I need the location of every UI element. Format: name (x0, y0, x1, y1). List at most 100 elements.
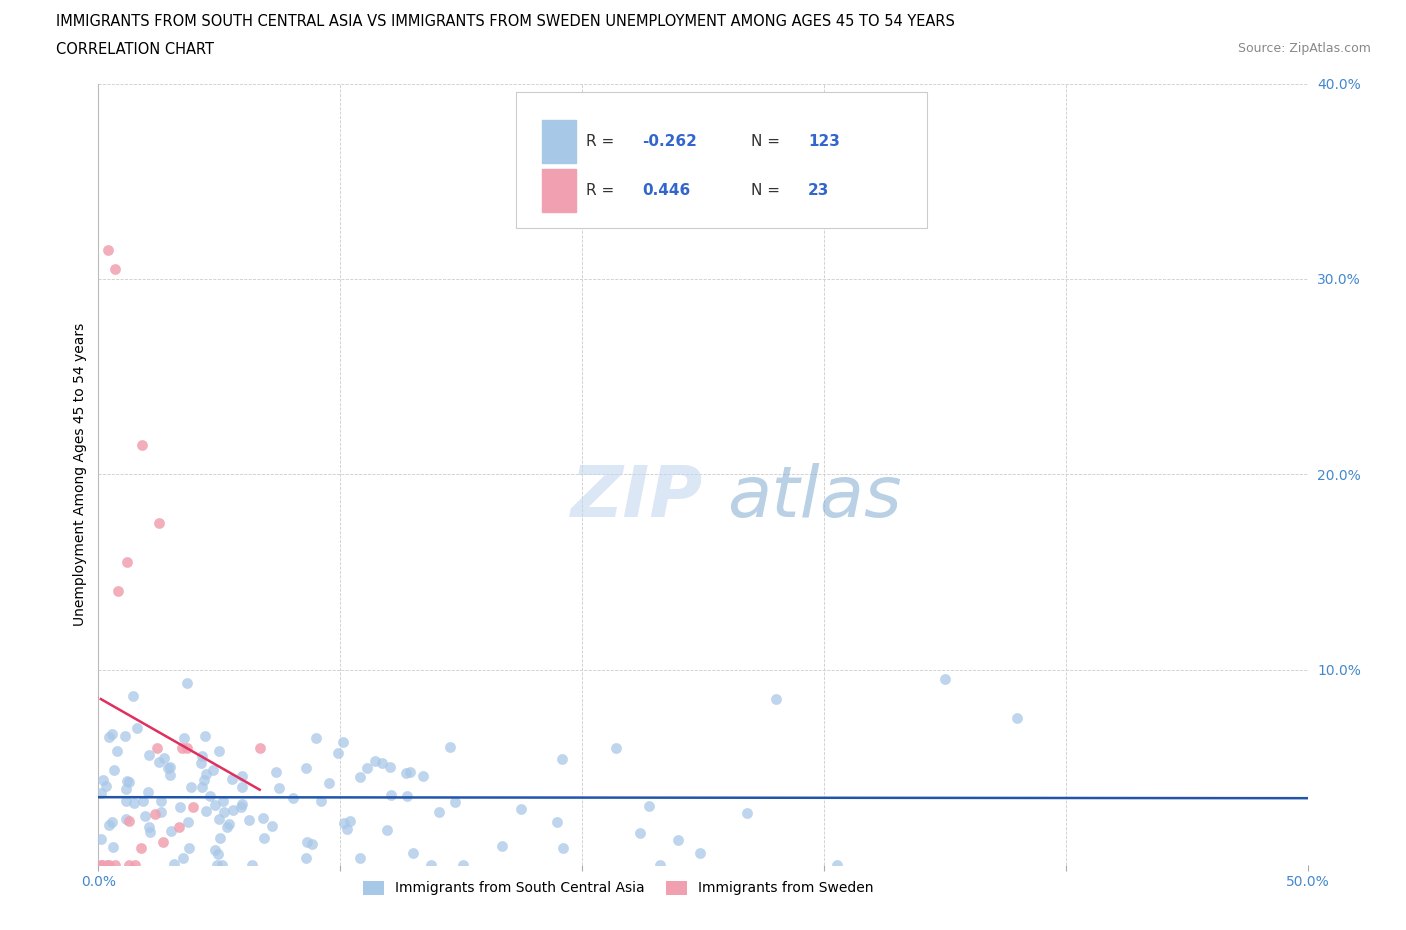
Point (169, 799, 191, 814)
Point (156, 761, 179, 776)
Point (118, 814, 141, 829)
Point (194, 728, 217, 743)
Point (637, 799, 659, 814)
Text: 123: 123 (808, 134, 839, 149)
Point (231, 780, 253, 795)
Point (134, 809, 156, 824)
Point (96, 857, 118, 872)
Point (97, 857, 120, 872)
Point (295, 834, 318, 849)
Point (295, 760, 318, 775)
Point (97, 243, 120, 258)
Point (136, 785, 159, 800)
Point (399, 764, 422, 779)
Point (332, 735, 354, 750)
Point (177, 815, 200, 830)
Bar (543, 168, 576, 212)
Point (149, 804, 172, 819)
Point (395, 765, 418, 780)
Point (202, 763, 225, 777)
Point (264, 764, 287, 779)
Point (131, 437, 153, 452)
Text: Source: ZipAtlas.com: Source: ZipAtlas.com (1237, 42, 1371, 55)
Text: atlas: atlas (727, 463, 901, 532)
Point (668, 832, 690, 847)
Point (336, 821, 359, 836)
Text: R =: R = (586, 182, 619, 198)
Point (364, 754, 387, 769)
Point (509, 802, 531, 817)
Point (90, 857, 112, 872)
Point (207, 847, 229, 862)
Point (107, 584, 129, 599)
Point (143, 806, 166, 821)
Point (605, 740, 627, 755)
Point (240, 857, 263, 872)
Point (262, 818, 284, 833)
Point (553, 841, 575, 856)
Point (231, 800, 253, 815)
Point (98, 729, 121, 744)
Point (122, 688, 145, 703)
Text: ZIP: ZIP (571, 463, 703, 532)
Point (176, 676, 198, 691)
Point (132, 793, 155, 808)
Point (148, 515, 170, 530)
Point (765, 692, 787, 707)
Point (208, 811, 231, 826)
Point (172, 740, 194, 755)
Point (238, 812, 260, 827)
Point (204, 798, 226, 813)
Point (825, 857, 848, 872)
Point (104, 857, 127, 872)
Point (349, 769, 371, 784)
Point (160, 823, 183, 838)
Point (628, 825, 651, 840)
Point (181, 800, 204, 815)
Point (150, 793, 173, 808)
Point (96, 778, 118, 793)
Y-axis label: Unemployment Among Ages 45 to 54 years: Unemployment Among Ages 45 to 54 years (73, 323, 87, 626)
Point (204, 843, 226, 857)
Text: IMMIGRANTS FROM SOUTH CENTRAL ASIA VS IMMIGRANTS FROM SWEDEN UNEMPLOYMENT AMONG : IMMIGRANTS FROM SOUTH CENTRAL ASIA VS IM… (56, 14, 955, 29)
Point (412, 769, 434, 784)
Point (115, 773, 138, 788)
Point (159, 767, 181, 782)
Point (318, 776, 340, 790)
Point (309, 794, 332, 809)
Point (491, 839, 513, 854)
Point (281, 790, 304, 805)
Point (191, 779, 214, 794)
Point (218, 817, 240, 831)
Point (212, 793, 235, 808)
Point (380, 787, 402, 802)
Point (139, 825, 162, 840)
Point (546, 815, 568, 830)
Point (98, 817, 121, 832)
Point (90, 786, 112, 801)
Point (429, 805, 451, 820)
Point (124, 795, 146, 810)
Point (172, 851, 194, 866)
Point (378, 760, 401, 775)
Point (190, 755, 212, 770)
Point (231, 796, 253, 811)
Point (402, 845, 425, 860)
Text: 23: 23 (808, 182, 830, 198)
Point (326, 746, 349, 761)
Point (105, 744, 128, 759)
Point (118, 775, 141, 790)
Point (152, 835, 174, 850)
Point (453, 857, 475, 872)
Point (101, 815, 124, 830)
Point (148, 755, 170, 770)
Point (118, 857, 141, 872)
Point (349, 851, 371, 866)
Point (129, 841, 152, 856)
Text: R =: R = (586, 134, 619, 149)
Point (252, 810, 274, 825)
Point (176, 740, 198, 755)
Point (356, 760, 378, 775)
Point (103, 763, 125, 777)
Text: N =: N = (751, 182, 785, 198)
